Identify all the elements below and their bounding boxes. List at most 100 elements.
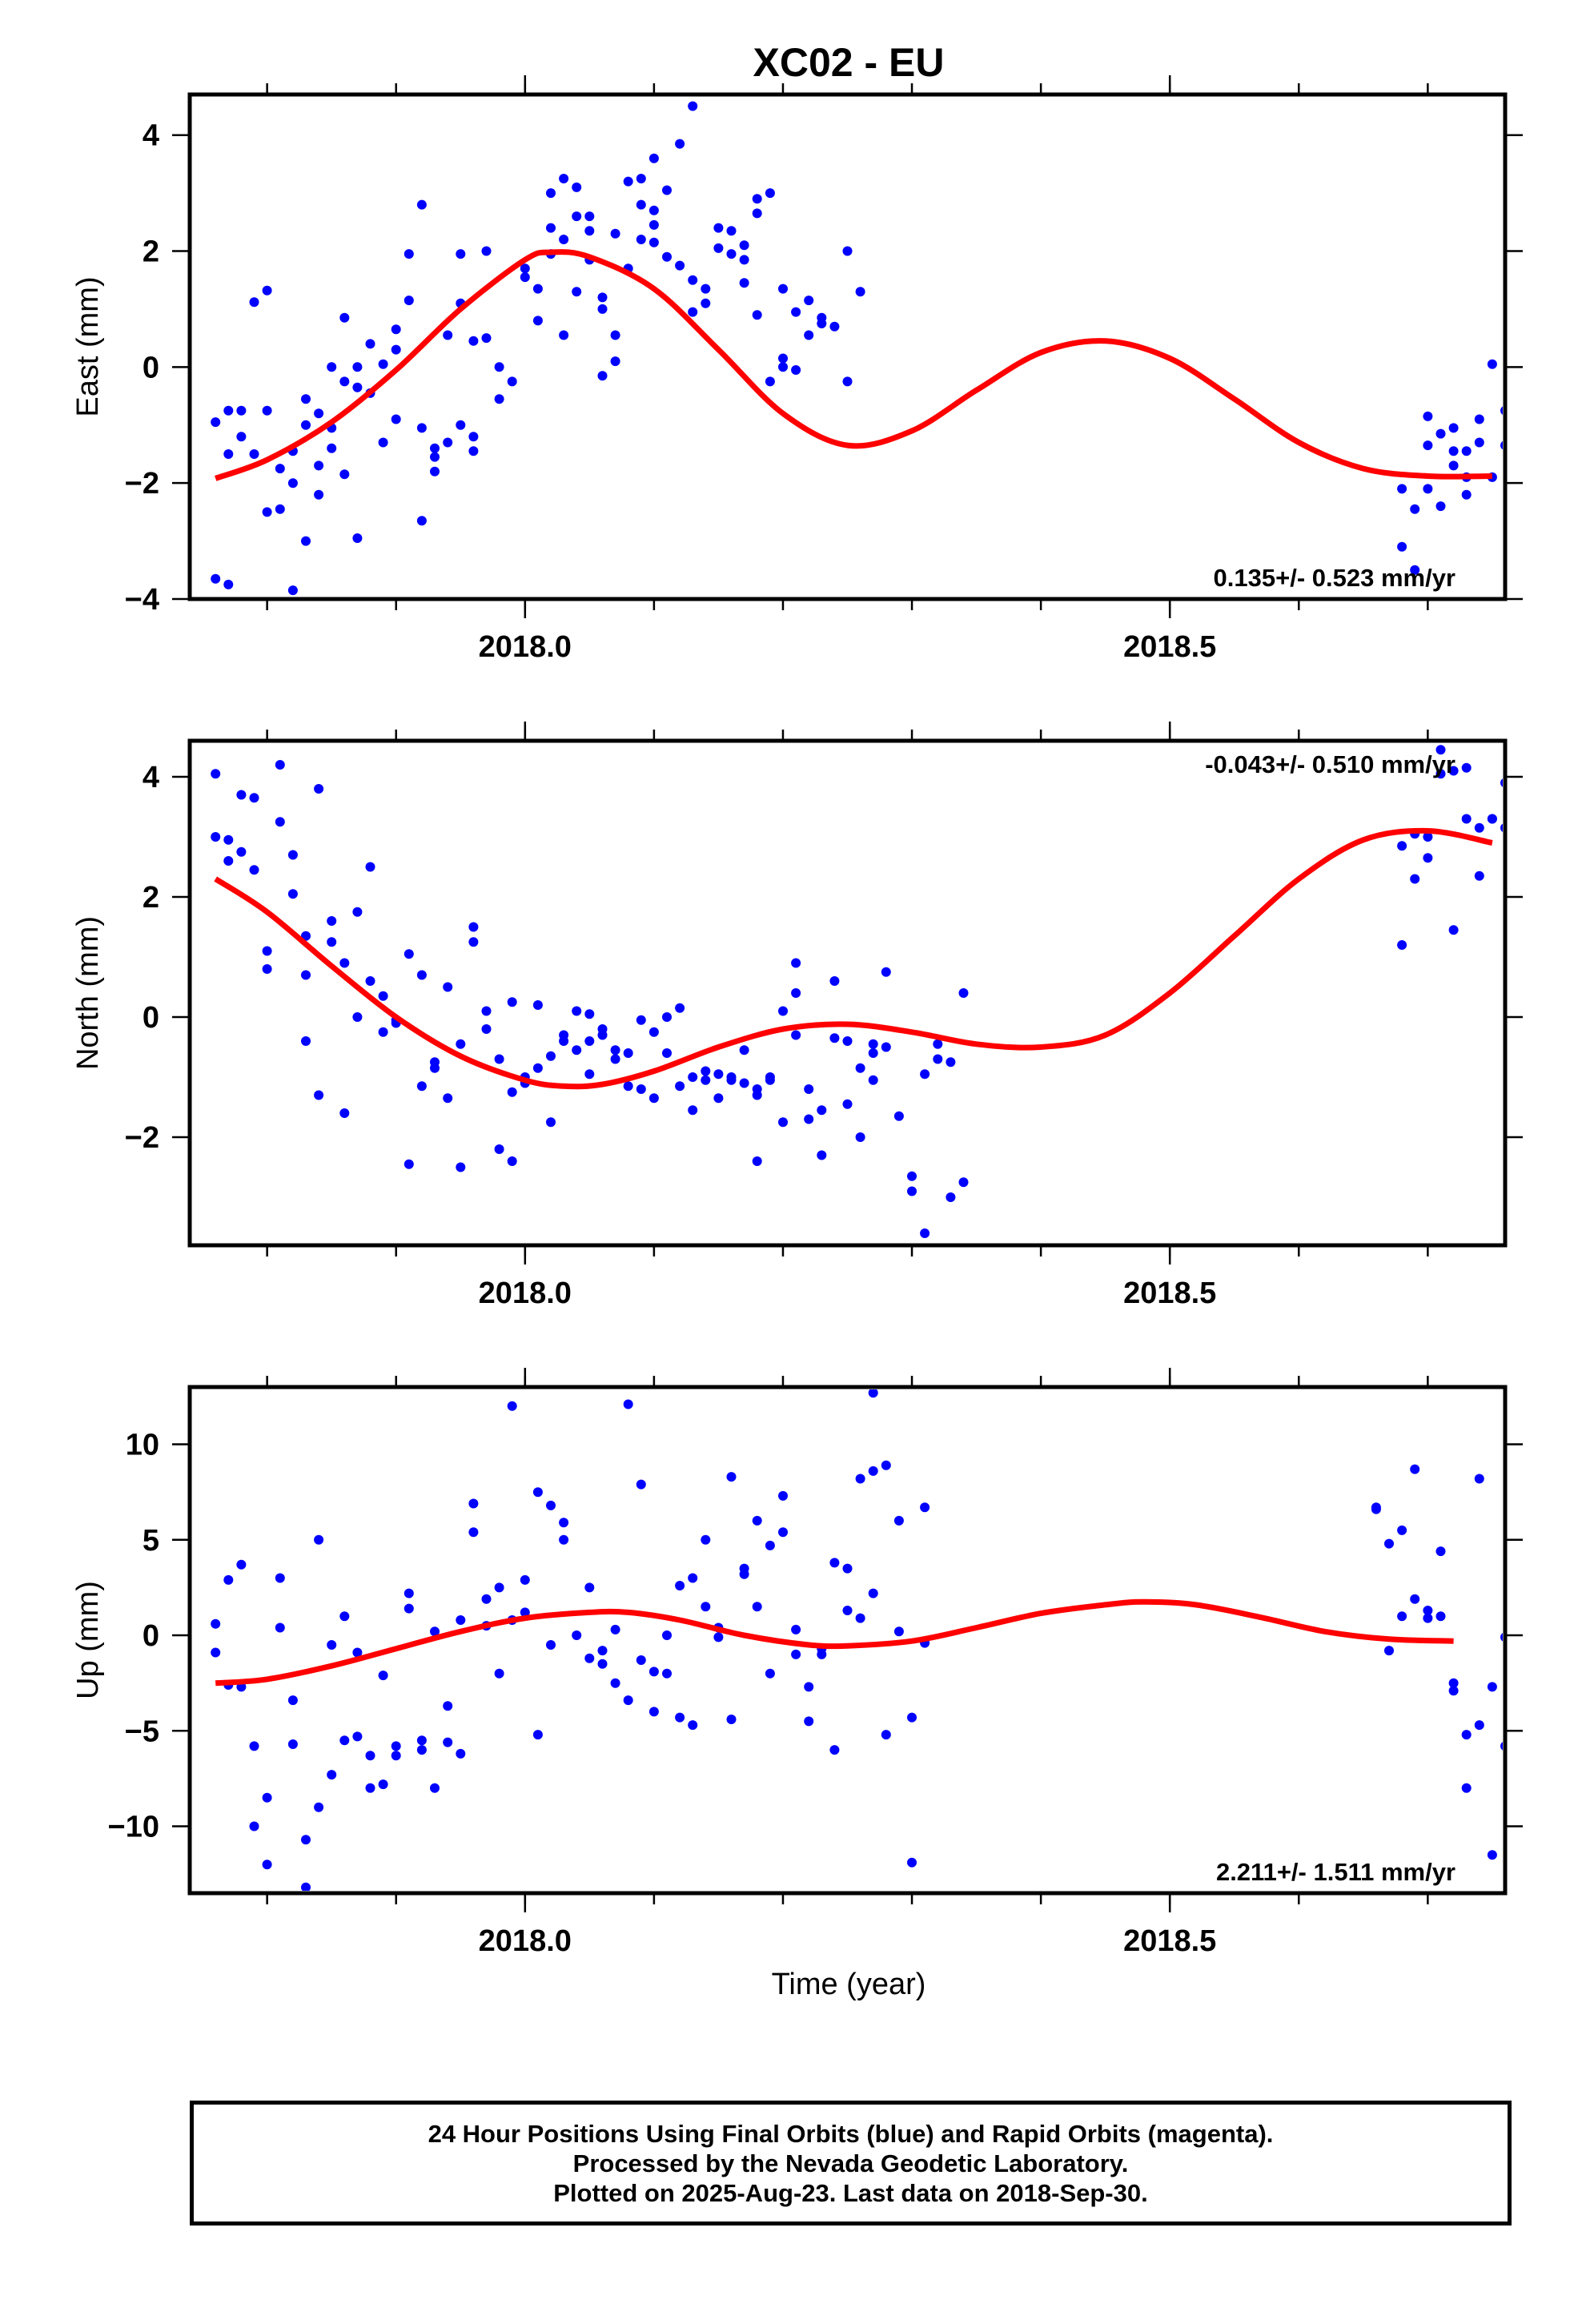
north-data-point (907, 1186, 917, 1196)
east-data-point (726, 226, 737, 236)
east-data-point (559, 174, 569, 183)
east-y-tick-label: −2 (125, 467, 159, 501)
north-data-point (855, 1063, 865, 1073)
north-data-point (314, 1090, 324, 1100)
up-data-point (1461, 1730, 1472, 1740)
east-data-point (314, 408, 324, 419)
east-data-point (430, 452, 440, 462)
east-data-point (301, 420, 311, 430)
up-data-point (623, 1399, 633, 1409)
north-data-point (339, 958, 350, 968)
north-data-point (778, 1006, 788, 1016)
up-data-point (327, 1640, 337, 1650)
east-data-point (623, 176, 633, 187)
north-fit-curve (214, 827, 1493, 1090)
up-data-point (559, 1518, 569, 1528)
north-data-point (817, 1105, 827, 1116)
east-data-point (752, 310, 762, 320)
north-data-point (236, 790, 247, 800)
east-data-point (314, 489, 324, 500)
up-data-point (262, 1792, 272, 1803)
up-panel: 2018.0 2018.5 −10 −5 0 5 10 Up (mm) 2.211+/- 1.5… (71, 1368, 1523, 1958)
up-data-point (829, 1558, 840, 1568)
east-y-tick-label: 0 (143, 351, 159, 384)
north-data-point (327, 937, 337, 947)
east-data-point (443, 437, 453, 448)
east-data-point (1500, 440, 1503, 450)
north-data-point (223, 856, 234, 866)
up-data-point (752, 1602, 762, 1612)
east-data-point (855, 287, 865, 297)
north-data-point (1423, 832, 1433, 842)
up-data-point (907, 1712, 917, 1723)
up-data-point (688, 1720, 698, 1731)
east-data-point (301, 536, 311, 546)
up-data-point (726, 1715, 737, 1724)
north-data-point (881, 967, 891, 977)
up-data-point (456, 1615, 466, 1625)
east-data-point (443, 330, 453, 340)
east-rate-label: 0.135+/- 0.523 mm/yr (1214, 564, 1456, 592)
up-data-point (1397, 1611, 1407, 1622)
up-data-point (352, 1647, 363, 1658)
east-data-point (532, 283, 543, 294)
east-data-point (1474, 437, 1484, 448)
north-data-point (1435, 769, 1446, 779)
north-data-point (675, 1081, 685, 1092)
up-data-point (726, 1472, 737, 1482)
up-data-point (688, 1573, 698, 1583)
up-data-point (1371, 1504, 1381, 1514)
north-data-point (378, 1027, 388, 1037)
up-data-point (701, 1534, 711, 1545)
east-data-point (842, 246, 853, 256)
north-data-point (1461, 762, 1472, 773)
north-data-point (430, 1057, 440, 1068)
east-data-point (481, 333, 492, 344)
east-fit-curve (215, 249, 1492, 481)
north-data-point (648, 1027, 659, 1037)
up-data-point (804, 1716, 814, 1727)
up-data-point (546, 1500, 556, 1510)
east-data-point (404, 249, 414, 259)
north-x-tick-label: 2018.0 (479, 1277, 572, 1310)
east-data-point (559, 235, 569, 244)
north-data-point (868, 1039, 878, 1049)
up-data-point (855, 1613, 865, 1623)
east-data-point (804, 330, 814, 340)
north-data-point (339, 1108, 350, 1118)
north-data-point (584, 1036, 595, 1046)
up-data-point (352, 1731, 363, 1742)
east-data-point (223, 579, 234, 589)
east-y-tick-label: 4 (143, 119, 159, 153)
up-data-point (301, 1882, 311, 1891)
east-data-point (352, 362, 363, 372)
east-data-point (1423, 440, 1433, 451)
east-data-point (688, 101, 698, 111)
up-data-point (701, 1602, 711, 1612)
up-data-point (378, 1779, 388, 1790)
up-data-point (1435, 1546, 1446, 1557)
up-fit-curve (215, 1598, 1454, 1687)
north-data-point (739, 1045, 749, 1055)
north-data-point (868, 1075, 878, 1085)
east-data-point (1448, 423, 1459, 433)
east-x-tick-label: 2018.0 (479, 630, 572, 664)
footer-line-2: Processed by the Nevada Geodetic Laborat… (572, 2149, 1129, 2177)
north-plot-area (211, 745, 1503, 1238)
up-data-point (920, 1502, 930, 1513)
up-data-point (765, 1540, 775, 1550)
north-data-point (791, 958, 801, 968)
east-data-point (610, 330, 620, 340)
north-data-point (1397, 940, 1407, 950)
up-data-point (648, 1667, 659, 1677)
up-data-point (893, 1626, 904, 1637)
up-data-point (584, 1653, 595, 1663)
north-data-point (416, 970, 427, 980)
north-data-point (829, 976, 840, 986)
north-data-point (456, 1039, 466, 1049)
north-data-point (1448, 766, 1459, 776)
north-data-point (804, 1114, 814, 1124)
north-data-point (507, 1087, 517, 1097)
up-data-point (404, 1603, 414, 1614)
